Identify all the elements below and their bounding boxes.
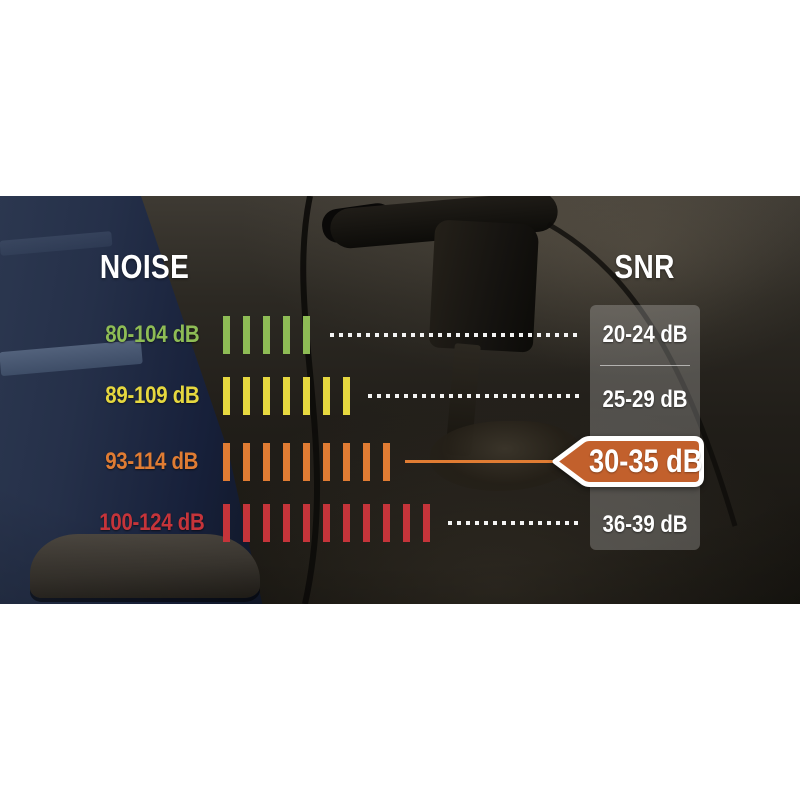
- volume-tick-bars: [223, 443, 390, 481]
- volume-tick: [243, 443, 250, 481]
- volume-tick: [263, 377, 270, 415]
- volume-tick: [263, 504, 270, 542]
- snr-value: 25-29 dB: [590, 385, 700, 415]
- noise-range-text: 80-104 dB: [104, 321, 200, 348]
- snr-value: 36-39 dB: [590, 510, 700, 540]
- vignette-shading: [0, 196, 800, 604]
- snr-value: 20-24 dB: [590, 320, 700, 350]
- volume-tick: [323, 443, 330, 481]
- volume-tick: [243, 377, 250, 415]
- volume-tick: [243, 504, 250, 542]
- noise-row-green: 80-104 dB: [0, 316, 800, 354]
- volume-tick: [283, 504, 290, 542]
- volume-tick: [323, 504, 330, 542]
- letterbox-bottom: [0, 604, 800, 800]
- volume-tick-bars: [223, 504, 430, 542]
- volume-tick: [283, 316, 290, 354]
- highlighted-snr-tag: 30-35 dB: [551, 434, 709, 489]
- volume-tick: [303, 443, 310, 481]
- work-boot: [30, 534, 260, 598]
- noise-row-red: 100-124 dB: [0, 504, 800, 542]
- volume-tick: [303, 504, 310, 542]
- noise-column-heading: NOISE: [40, 248, 250, 286]
- volume-tick: [243, 316, 250, 354]
- noise-range-label: 93-114 dB: [57, 443, 247, 481]
- noise-range-label: 100-124 dB: [57, 504, 247, 542]
- snr-column-heading: SNR: [590, 248, 700, 286]
- panel-divider: [600, 365, 690, 366]
- noise-range-text: 93-114 dB: [105, 448, 199, 475]
- volume-tick: [343, 443, 350, 481]
- volume-tick: [363, 504, 370, 542]
- volume-tick: [283, 377, 290, 415]
- volume-tick: [323, 377, 330, 415]
- noise-range-text: 89-109 dB: [104, 382, 200, 409]
- volume-tick: [263, 316, 270, 354]
- volume-tick: [403, 504, 410, 542]
- dotted-connector-line: [330, 333, 582, 337]
- volume-tick-bars: [223, 377, 350, 415]
- volume-tick: [223, 504, 230, 542]
- noise-heading-text: NOISE: [100, 248, 190, 285]
- volume-tick: [223, 316, 230, 354]
- letterbox-top: [0, 0, 800, 196]
- noise-range-text: 100-124 dB: [99, 509, 205, 536]
- solid-connector-line: [405, 460, 555, 463]
- highlighted-snr-label: 30-35 dB: [579, 434, 707, 489]
- volume-tick: [383, 504, 390, 542]
- volume-tick: [303, 316, 310, 354]
- noise-range-label: 89-109 dB: [57, 377, 247, 415]
- highlighted-snr-text: 30-35 dB: [589, 443, 703, 479]
- dotted-connector-line: [448, 521, 582, 525]
- volume-tick: [363, 443, 370, 481]
- volume-tick: [343, 377, 350, 415]
- volume-tick-bars: [223, 316, 310, 354]
- snr-value-text: 20-24 dB: [602, 321, 688, 348]
- snr-values-panel: 20-24 dB 25-29 dB 36-39 dB: [590, 305, 700, 550]
- noise-row-orange-highlighted: 93-114 dB: [0, 443, 800, 481]
- volume-tick: [383, 443, 390, 481]
- dotted-connector-line: [368, 394, 582, 398]
- volume-tick: [283, 443, 290, 481]
- volume-tick: [263, 443, 270, 481]
- volume-tick: [223, 377, 230, 415]
- volume-tick: [223, 443, 230, 481]
- volume-tick: [343, 504, 350, 542]
- noise-range-label: 80-104 dB: [57, 316, 247, 354]
- volume-tick: [303, 377, 310, 415]
- volume-tick: [423, 504, 430, 542]
- infographic-overlay: NOISE SNR 80-104 dB 89-109 dB: [0, 196, 800, 604]
- snr-value-text: 25-29 dB: [602, 386, 688, 413]
- construction-photo: NOISE SNR 80-104 dB 89-109 dB: [0, 196, 800, 604]
- snr-heading-text: SNR: [614, 248, 676, 285]
- snr-value-text: 36-39 dB: [602, 511, 688, 538]
